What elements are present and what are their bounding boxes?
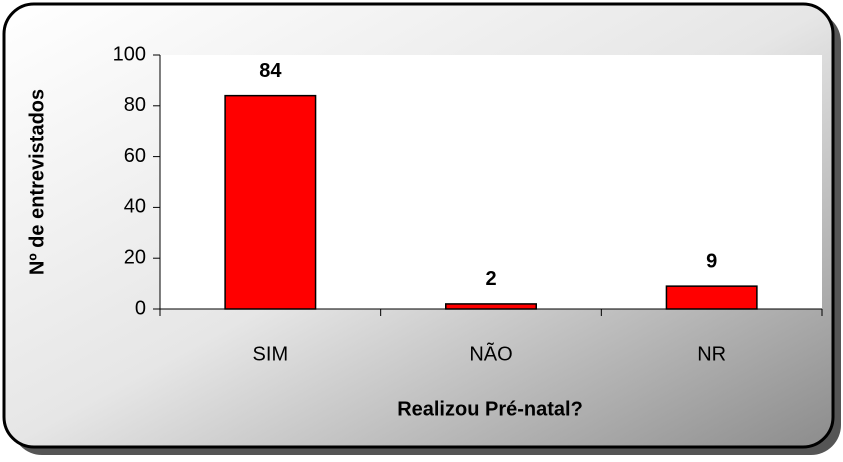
x-tick-label: NR <box>697 343 726 365</box>
value-label: 2 <box>485 268 496 290</box>
y-tick-label: 100 <box>113 43 146 65</box>
x-tick-label: SIM <box>253 343 289 365</box>
y-tick-label: 80 <box>124 94 146 116</box>
y-tick-label: 40 <box>124 196 146 218</box>
y-tick-label: 20 <box>124 246 146 268</box>
value-label: 9 <box>706 250 717 272</box>
y-axis-title: Nº de entrevistados <box>26 89 48 275</box>
x-tick-label: NÃO <box>469 341 512 365</box>
value-label: 84 <box>259 60 282 82</box>
bar <box>224 94 317 310</box>
x-axis-title: Realizou Pré-natal? <box>397 398 583 420</box>
y-tick-label: 60 <box>124 145 146 167</box>
y-tick-label: 0 <box>135 297 146 319</box>
bar <box>665 285 758 310</box>
bar <box>445 303 537 310</box>
